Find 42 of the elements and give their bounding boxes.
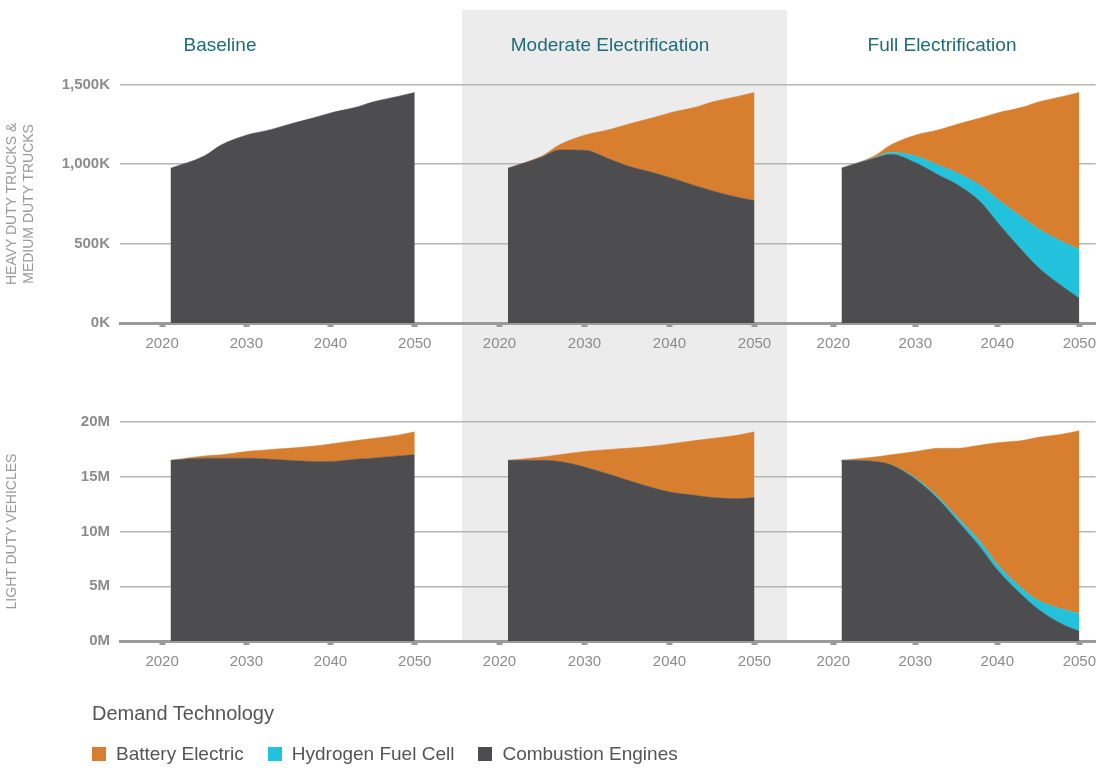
y-tick-label: 1,500K [61,74,111,92]
x-tick-label: 2030 [229,334,263,352]
x-tick-label: 2050 [737,652,772,670]
x-tick-label: 2030 [898,334,932,352]
y-tick-label: 0M [89,631,110,649]
x-tick-label: 2030 [567,334,602,352]
x-tick-label: 2040 [313,652,348,670]
chart-title: Moderate Electrification [510,33,710,55]
y-tick-label: 15M [80,466,110,484]
x-tick-label: 2050 [398,334,432,352]
x-tick-label: 2030 [898,652,932,670]
y-tick-label: 10M [80,521,110,539]
x-tick-label: 2040 [313,334,348,352]
x-tick-label: 2050 [1062,652,1096,670]
y-tick-label: 1,000K [61,154,111,172]
legend-label: Battery Electric [116,743,244,765]
y-axis-title: LIGHT DUTY VEHICLES [3,453,20,610]
x-tick-label: 2050 [737,334,772,352]
x-tick-label: 2020 [482,652,517,670]
x-tick-label: 2020 [816,334,850,352]
x-tick-label: 2040 [980,334,1014,352]
x-tick-label: 2050 [398,652,432,670]
x-tick-label: 2030 [229,652,263,670]
x-tick-label: 2020 [482,334,517,352]
x-tick-label: 2040 [652,334,687,352]
y-tick-label: 5M [89,576,110,594]
x-tick-label: 2040 [652,652,687,670]
x-tick-label: 2050 [1062,334,1096,352]
y-tick-label: 500K [74,233,111,251]
y-axis-title: HEAVY DUTY TRUCKS & MEDIUM DUTY TRUCKS [3,122,37,286]
x-tick-label: 2020 [145,652,179,670]
legend-title: Demand Technology [92,702,275,725]
x-tick-label: 2020 [145,334,179,352]
y-tick-label: 0K [90,313,111,331]
chart-title: Full Electrification [867,33,1017,55]
x-tick-label: 2040 [980,652,1014,670]
y-tick-label: 20M [80,412,110,430]
chart-title: Baseline [183,33,257,55]
legend-label: Combustion Engines [502,743,678,765]
x-tick-label: 2020 [816,652,850,670]
legend-label: Hydrogen Fuel Cell [291,743,455,765]
x-tick-label: 2030 [567,652,602,670]
